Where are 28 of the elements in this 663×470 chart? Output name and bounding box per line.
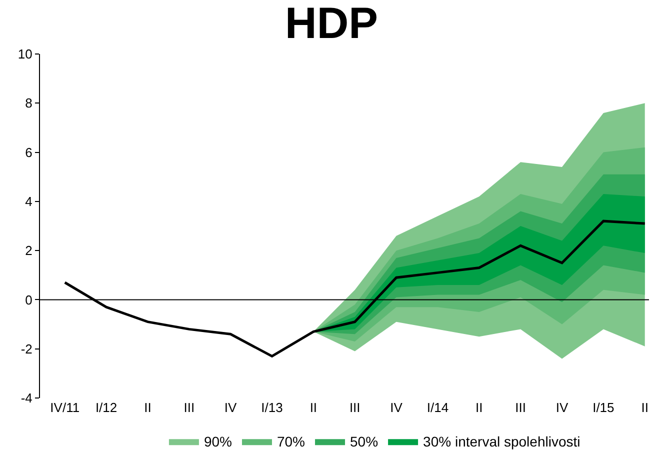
y-tick-label: 8: [25, 96, 32, 111]
x-tick-label: II: [641, 400, 648, 415]
y-tick-label: -4: [20, 390, 32, 406]
x-tick-label: I/14: [426, 400, 449, 415]
legend-label: 90%: [204, 434, 232, 450]
x-tick-label: IV: [556, 400, 568, 415]
x-tick-label: II: [144, 400, 152, 415]
y-tick-label: 2: [25, 243, 32, 258]
legend-label: 50%: [350, 434, 378, 450]
x-tick-label: I/12: [95, 400, 118, 415]
x-tick-label: IV/11: [50, 400, 80, 415]
x-tick-label: I/15: [592, 400, 614, 415]
x-tick-label: IV: [224, 400, 238, 415]
legend-label: 30% interval spolehlivosti: [423, 434, 580, 450]
x-tick-label: III: [349, 400, 360, 415]
x-tick-label: II: [476, 400, 483, 415]
x-tick-label: III: [515, 400, 526, 415]
y-tick-label: 10: [18, 46, 32, 62]
legend-label: 70%: [276, 434, 306, 450]
y-tick-label: 4: [25, 194, 32, 209]
x-tick-label: IV: [390, 400, 403, 415]
y-tick-label: 6: [25, 144, 32, 160]
y-tick-label: -2: [20, 341, 32, 356]
x-tick-label: III: [184, 400, 195, 415]
chart-title: HDP: [285, 0, 378, 48]
y-tick-label: 0: [25, 292, 32, 308]
x-tick-label: I/13: [261, 400, 283, 415]
x-tick-label: II: [310, 400, 318, 415]
